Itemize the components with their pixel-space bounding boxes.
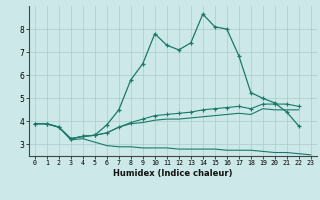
X-axis label: Humidex (Indice chaleur): Humidex (Indice chaleur)	[113, 169, 233, 178]
